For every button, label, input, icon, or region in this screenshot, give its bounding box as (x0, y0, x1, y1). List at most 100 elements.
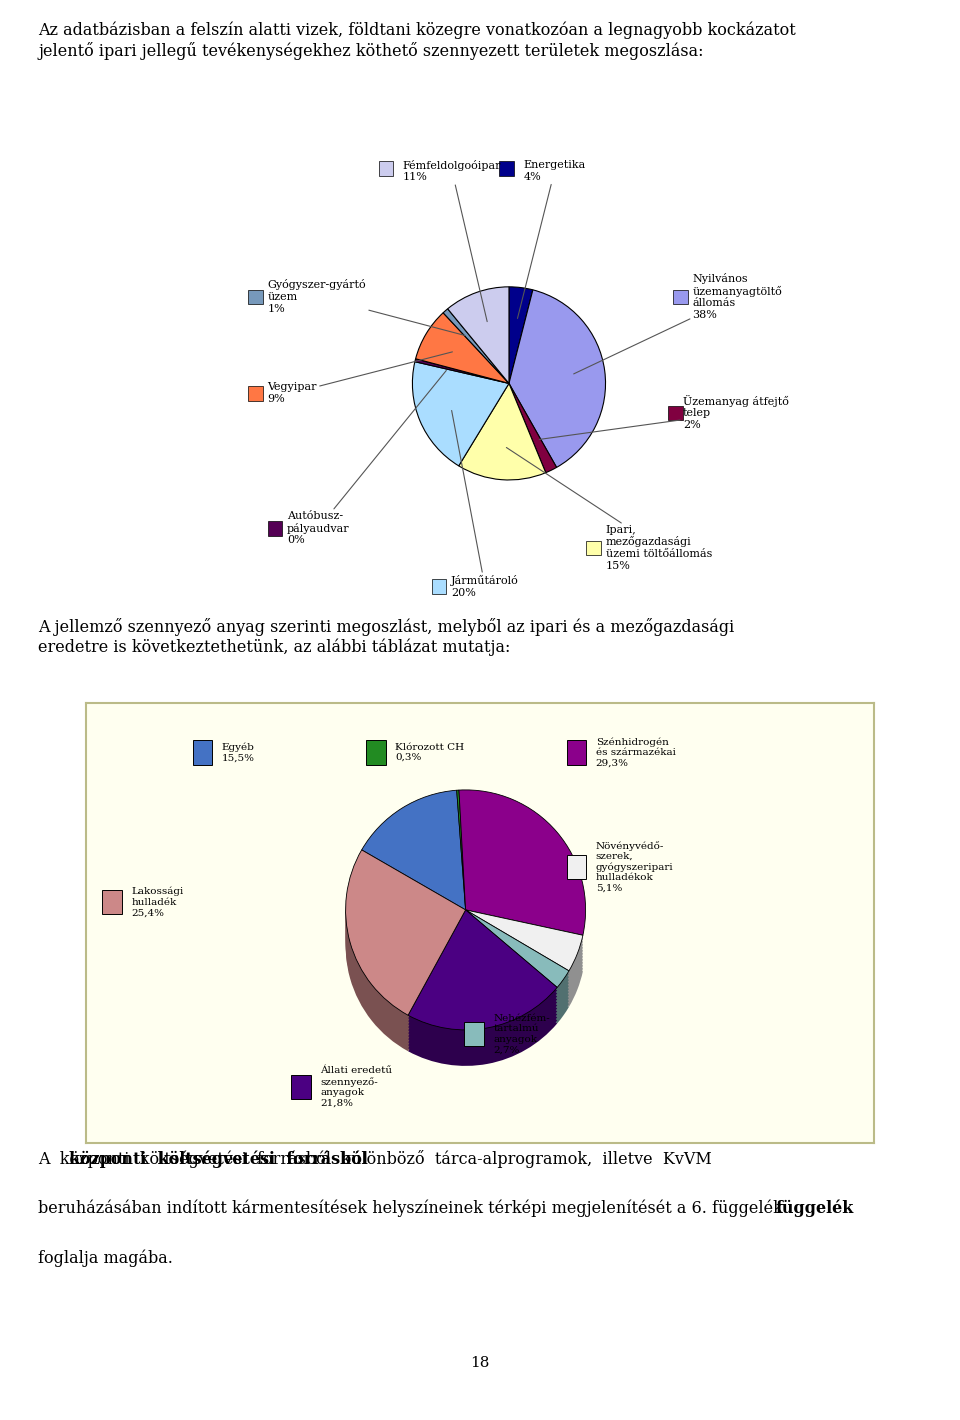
Wedge shape (346, 873, 466, 1039)
Wedge shape (509, 287, 533, 383)
Bar (566, 855, 587, 879)
Wedge shape (416, 312, 509, 383)
Wedge shape (346, 853, 466, 1018)
Bar (193, 740, 212, 764)
Wedge shape (362, 791, 466, 910)
Wedge shape (466, 919, 583, 980)
Wedge shape (346, 878, 466, 1042)
Wedge shape (466, 916, 583, 977)
Wedge shape (509, 290, 606, 467)
Text: Energetika
4%: Energetika 4% (517, 160, 586, 318)
Text: 18: 18 (470, 1356, 490, 1370)
Wedge shape (408, 916, 557, 1037)
Wedge shape (408, 924, 557, 1045)
Text: Szénhidrogén
és származékai
29,3%: Szénhidrogén és származékai 29,3% (596, 737, 676, 768)
Wedge shape (466, 913, 583, 974)
Wedge shape (447, 287, 509, 383)
Wedge shape (444, 308, 509, 383)
Wedge shape (466, 946, 569, 1024)
Wedge shape (466, 934, 569, 1011)
Bar (291, 1075, 311, 1099)
Wedge shape (466, 924, 583, 985)
Bar (249, 290, 263, 304)
Wedge shape (466, 932, 583, 993)
Bar (673, 290, 687, 304)
Text: Lakossági
hulladék
25,4%: Lakossági hulladék 25,4% (132, 888, 183, 917)
Wedge shape (408, 940, 557, 1059)
Wedge shape (459, 790, 586, 936)
Wedge shape (408, 913, 557, 1032)
Text: Az adatbázisban a felszín alatti vizek, földtani közegre vonatkozóan a legnagyob: Az adatbázisban a felszín alatti vizek, … (38, 21, 796, 60)
Text: A jellemző szennyező anyag szerinti megoszlást, melyből az ipari és a mezőgazdas: A jellemző szennyező anyag szerinti mego… (38, 618, 734, 656)
Text: Üzemanyag átfejtő
telep
2%: Üzemanyag átfejtő telep 2% (540, 395, 789, 439)
Wedge shape (466, 934, 583, 995)
Bar (268, 521, 282, 535)
Text: központi  költségvetési  forrásból: központi költségvetési forrásból (69, 1150, 369, 1167)
Wedge shape (346, 883, 466, 1048)
Wedge shape (466, 946, 583, 1007)
Wedge shape (408, 922, 557, 1042)
Bar (378, 162, 393, 176)
Wedge shape (466, 910, 583, 971)
Text: Vegyipar
9%: Vegyipar 9% (268, 352, 452, 403)
Wedge shape (346, 865, 466, 1030)
Wedge shape (466, 937, 569, 1014)
Text: függelék: függelék (776, 1200, 854, 1217)
Bar (465, 1022, 484, 1047)
Bar (432, 579, 446, 594)
Wedge shape (408, 919, 557, 1039)
Bar (499, 162, 514, 176)
Text: A  ​központi​  ​költségvetési​  ​forrásból​  különböző  tárca-alprogramok,  ille: A ​központi​ ​költségvetési​ ​forrásból​… (38, 1150, 712, 1169)
Wedge shape (346, 859, 466, 1024)
Bar (102, 890, 122, 914)
Wedge shape (466, 937, 583, 998)
Bar (668, 406, 683, 420)
Wedge shape (466, 940, 569, 1018)
Wedge shape (459, 383, 545, 480)
Bar (366, 740, 386, 764)
Bar (587, 541, 601, 555)
Wedge shape (466, 916, 569, 994)
Text: foglalja magába.: foglalja magába. (38, 1250, 173, 1267)
Wedge shape (408, 943, 557, 1064)
Wedge shape (466, 927, 569, 1005)
Text: Egyéb
15,5%: Egyéb 15,5% (222, 743, 254, 763)
Text: Fémfeldolgoóipar
11%: Fémfeldolgoóipar 11% (403, 159, 501, 321)
Wedge shape (509, 383, 557, 473)
Text: Autóbusz-
pályaudvar
0%: Autóbusz- pályaudvar 0% (287, 371, 446, 545)
Text: Gyógyszer-gyártó
üzem
1%: Gyógyszer-gyártó üzem 1% (268, 280, 465, 335)
Wedge shape (346, 868, 466, 1034)
Wedge shape (413, 362, 509, 466)
Wedge shape (408, 910, 557, 1030)
Wedge shape (415, 359, 509, 383)
Text: Növényvédő-
szerek,
gyógyszeripari
hulladékok
5,1%: Növényvédő- szerek, gyógyszeripari hulla… (596, 841, 673, 893)
Wedge shape (457, 790, 466, 910)
Wedge shape (466, 924, 569, 1003)
Text: beruházásában indított kármentesítések helyszíneinek térképi megjelenítését a 6.: beruházásában indított kármentesítések h… (38, 1200, 783, 1217)
Text: Állati eredetű
szennyező-
anyagok
21,8%: Állati eredetű szennyező- anyagok 21,8% (321, 1066, 393, 1108)
Wedge shape (466, 910, 569, 987)
Wedge shape (346, 856, 466, 1021)
Wedge shape (466, 943, 583, 1004)
Text: Ipari,
mezőgazdasági
üzemi töltőállomás
15%: Ipari, mezőgazdasági üzemi töltőállomás … (506, 447, 712, 571)
Bar (249, 386, 263, 400)
Wedge shape (346, 862, 466, 1027)
Text: Nehézfém-
tartalmú
anyagok
2,7%: Nehézfém- tartalmú anyagok 2,7% (493, 1014, 550, 1054)
Wedge shape (346, 870, 466, 1037)
Wedge shape (466, 919, 569, 997)
Wedge shape (466, 927, 583, 988)
Text: Klórozott CH
0,3%: Klórozott CH 0,3% (395, 743, 464, 763)
Wedge shape (466, 943, 569, 1021)
Wedge shape (408, 932, 557, 1051)
Wedge shape (408, 946, 557, 1066)
Wedge shape (408, 927, 557, 1048)
Wedge shape (466, 922, 569, 1000)
Wedge shape (466, 913, 569, 990)
Text: Nyilvános
üzemanyagtöltő
állomás
38%: Nyilvános üzemanyagtöltő állomás 38% (574, 273, 782, 373)
Wedge shape (466, 932, 569, 1008)
Wedge shape (346, 851, 466, 1015)
Bar (566, 740, 587, 764)
Text: Járműtároló
20%: Járműtároló 20% (451, 410, 518, 598)
Wedge shape (466, 922, 583, 983)
Wedge shape (466, 940, 583, 1001)
